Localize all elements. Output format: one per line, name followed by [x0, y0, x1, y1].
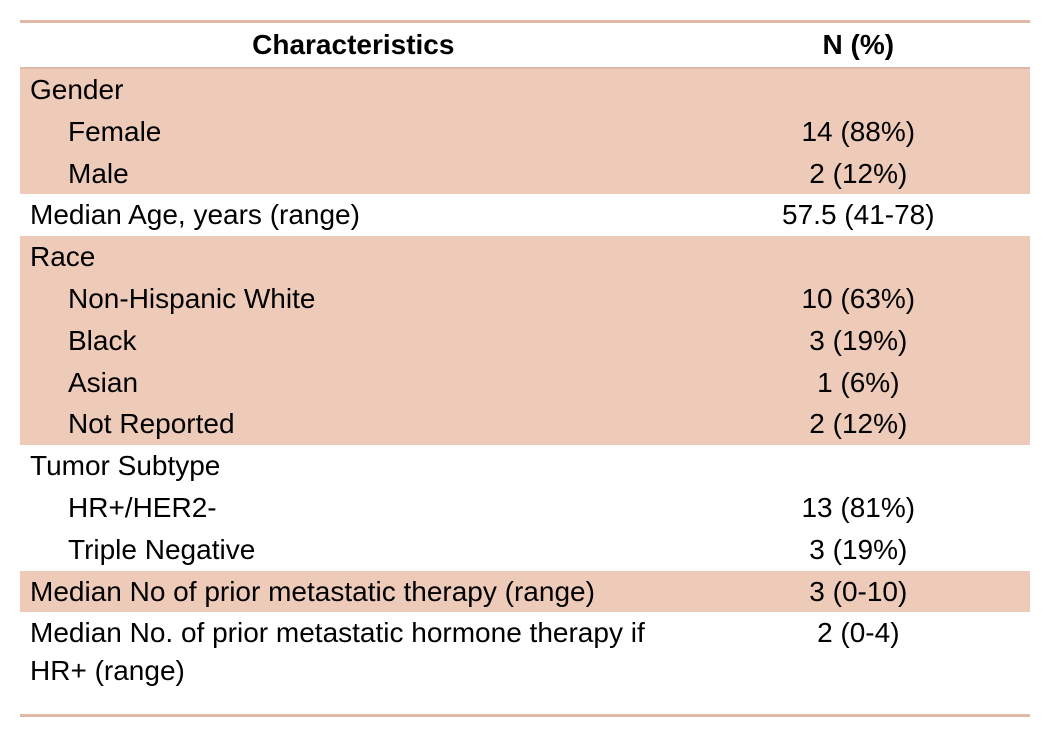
col-header-characteristics: Characteristics — [20, 22, 687, 69]
cell-label: Male — [20, 153, 687, 195]
cell-label: Median No. of prior metastatic hormone t… — [20, 612, 687, 715]
table-row: Tumor Subtype — [20, 445, 1030, 487]
table-header-row: Characteristics N (%) — [20, 22, 1030, 69]
cell-label: HR+/HER2- — [20, 487, 687, 529]
cell-label: Gender — [20, 68, 687, 111]
cell-label: Not Reported — [20, 403, 687, 445]
table-row: Median Age, years (range) 57.5 (41-78) — [20, 194, 1030, 236]
cell-label: Black — [20, 320, 687, 362]
cell-value: 1 (6%) — [687, 362, 1030, 404]
table-row: Asian 1 (6%) — [20, 362, 1030, 404]
characteristics-table: Characteristics N (%) Gender Female 14 (… — [20, 20, 1030, 727]
table-row: Male 2 (12%) — [20, 153, 1030, 195]
table-row: Non-Hispanic White 10 (63%) — [20, 278, 1030, 320]
table-bottom-spacer — [20, 715, 1030, 727]
cell-label: Median Age, years (range) — [20, 194, 687, 236]
cell-value: 10 (63%) — [687, 278, 1030, 320]
table-row: Female 14 (88%) — [20, 111, 1030, 153]
cell-value: 3 (0-10) — [687, 571, 1030, 613]
cell-label: Tumor Subtype — [20, 445, 687, 487]
table-row: Median No of prior metastatic therapy (r… — [20, 571, 1030, 613]
table-row: Gender — [20, 68, 1030, 111]
cell-value: 57.5 (41-78) — [687, 194, 1030, 236]
cell-value: 3 (19%) — [687, 529, 1030, 571]
cell-value — [687, 68, 1030, 111]
cell-value: 14 (88%) — [687, 111, 1030, 153]
cell-label: Median No of prior metastatic therapy (r… — [20, 571, 687, 613]
table-row: Triple Negative 3 (19%) — [20, 529, 1030, 571]
table-row: Not Reported 2 (12%) — [20, 403, 1030, 445]
cell-label: Non-Hispanic White — [20, 278, 687, 320]
table-row: Black 3 (19%) — [20, 320, 1030, 362]
cell-label: Asian — [20, 362, 687, 404]
cell-value: 13 (81%) — [687, 487, 1030, 529]
table-row: Median No. of prior metastatic hormone t… — [20, 612, 1030, 715]
col-header-n-pct: N (%) — [687, 22, 1030, 69]
cell-label: Triple Negative — [20, 529, 687, 571]
cell-value — [687, 445, 1030, 487]
cell-value: 2 (0-4) — [687, 612, 1030, 715]
cell-label: Race — [20, 236, 687, 278]
characteristics-table-container: Characteristics N (%) Gender Female 14 (… — [20, 20, 1030, 727]
table-row: Race — [20, 236, 1030, 278]
table-row: HR+/HER2- 13 (81%) — [20, 487, 1030, 529]
cell-value — [687, 236, 1030, 278]
cell-label: Female — [20, 111, 687, 153]
cell-value: 2 (12%) — [687, 153, 1030, 195]
cell-value: 2 (12%) — [687, 403, 1030, 445]
cell-value: 3 (19%) — [687, 320, 1030, 362]
